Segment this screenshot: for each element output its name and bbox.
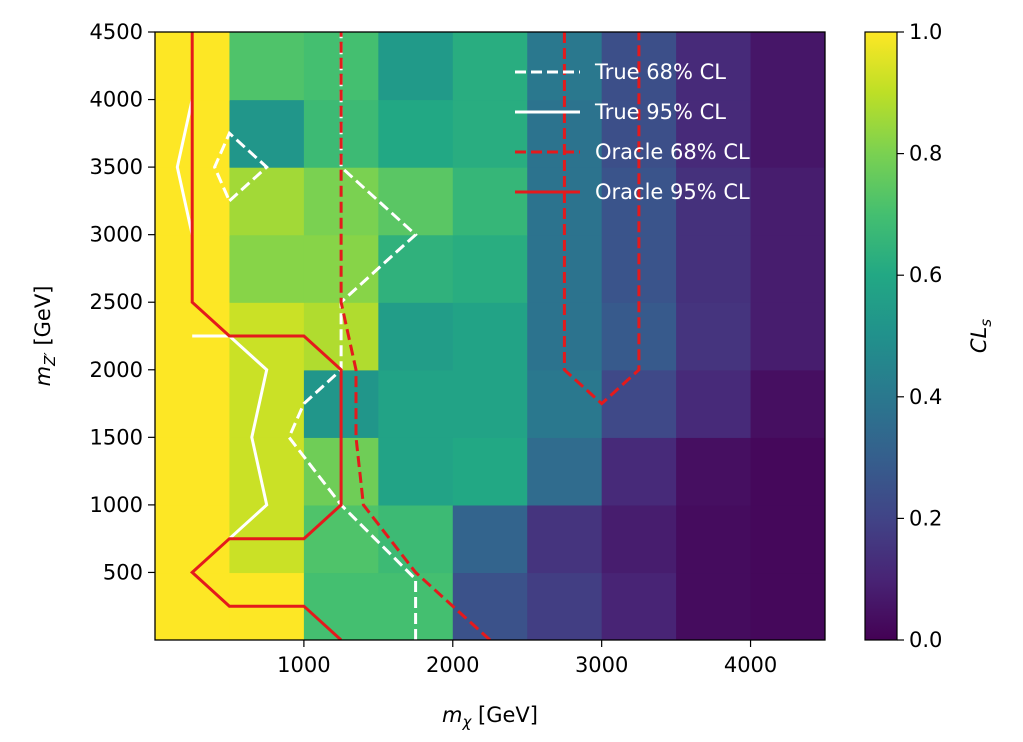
y-tick-label: 1000 xyxy=(90,493,143,517)
heatmap-cell xyxy=(676,437,752,506)
contour-line xyxy=(212,130,269,203)
heatmap-cell xyxy=(155,437,231,506)
heatmap-cell xyxy=(750,234,825,303)
heatmap-cell xyxy=(750,302,825,371)
contour-line xyxy=(339,32,492,640)
y-tick-label: 2000 xyxy=(90,358,143,382)
heatmap-cell xyxy=(378,234,454,303)
heatmap-cell xyxy=(155,572,231,640)
colorbar-tick-label: 0.6 xyxy=(909,263,942,287)
contour-line xyxy=(175,99,194,236)
legend-label: True 68% CL xyxy=(594,60,726,84)
legend-label: Oracle 95% CL xyxy=(595,180,750,204)
heatmap-cell xyxy=(378,302,454,371)
heatmap-cells xyxy=(155,32,825,640)
heatmap-cell xyxy=(527,572,603,640)
axes: 1000 2000 3000 4000 500 1000 1500 2000 2500 3000 3… xyxy=(90,20,778,677)
x-tick-label: 4000 xyxy=(724,653,777,677)
heatmap-cell xyxy=(229,99,305,168)
contour-line xyxy=(562,32,641,406)
colorbar-tick-label: 0.0 xyxy=(909,628,942,652)
heatmap-cell xyxy=(452,32,528,101)
y-tick-label: 3500 xyxy=(90,155,143,179)
heatmap-cell xyxy=(452,504,528,574)
x-tick-label: 1000 xyxy=(277,653,330,677)
heatmap-cell xyxy=(601,572,677,640)
heatmap-cell xyxy=(676,167,752,236)
heatmap-cell xyxy=(750,504,825,574)
x-axis-label: mχ [GeV] xyxy=(442,703,538,731)
y-axis-label: mZ′ [GeV] xyxy=(31,286,59,387)
heatmap-cell xyxy=(378,32,454,101)
heatmap-cell xyxy=(378,369,454,438)
legend: True 68% CL True 95% CL Oracle 68% CL Oracl… xyxy=(515,60,750,204)
heatmap-cell xyxy=(676,302,752,371)
heatmap-cell xyxy=(750,369,825,438)
contour-line xyxy=(192,334,269,540)
y-tick-label: 4000 xyxy=(90,88,143,112)
heatmap-cell xyxy=(676,99,752,168)
heatmap-cell xyxy=(676,572,752,640)
y-tick-label: 500 xyxy=(103,560,143,584)
heatmap-cell xyxy=(452,99,528,168)
heatmap-cell xyxy=(750,99,825,168)
heatmap-cell xyxy=(750,572,825,640)
heatmap-cell xyxy=(676,32,752,101)
colorbar-tick-label: 0.2 xyxy=(909,506,942,530)
heatmap-cell xyxy=(378,167,454,236)
x-tick-label: 2000 xyxy=(426,653,479,677)
heatmap-cell xyxy=(229,167,305,236)
plot-frame xyxy=(154,31,826,641)
heatmap-cell xyxy=(527,437,603,506)
colorbar xyxy=(864,31,898,641)
colorbar-ticks: 0.0 0.2 0.4 0.6 0.8 1.0 xyxy=(897,20,942,652)
y-tick-label: 2500 xyxy=(90,290,143,314)
heatmap-cell xyxy=(452,234,528,303)
heatmap-cell xyxy=(229,234,305,303)
y-tick-label: 3000 xyxy=(90,223,143,247)
colorbar-label: CLs xyxy=(967,319,995,353)
heatmap-cell xyxy=(452,369,528,438)
heatmap-cell xyxy=(303,504,379,574)
contour-line xyxy=(189,32,343,640)
heatmap-cell xyxy=(303,572,379,640)
y-tick-label: 1500 xyxy=(90,425,143,449)
heatmap-cell xyxy=(676,234,752,303)
heatmap-cell xyxy=(750,32,825,101)
contour-lines xyxy=(175,32,641,640)
heatmap-cell xyxy=(452,572,528,640)
heatmap-cell xyxy=(229,32,305,101)
heatmap-cell xyxy=(229,369,305,438)
heatmap-cell xyxy=(229,437,305,506)
heatmap-cell xyxy=(527,369,603,438)
heatmap-cell xyxy=(452,437,528,506)
heatmap-cell xyxy=(750,437,825,506)
heatmap-cell xyxy=(750,167,825,236)
heatmap-cell xyxy=(601,437,677,506)
colorbar-tick-label: 0.4 xyxy=(909,385,942,409)
legend-label: Oracle 68% CL xyxy=(595,140,750,164)
heatmap-cell xyxy=(676,369,752,438)
colorbar-tick-label: 1.0 xyxy=(909,20,942,44)
heatmap-cell xyxy=(452,302,528,371)
heatmap-cell xyxy=(155,504,231,574)
heatmap-cell xyxy=(527,504,603,574)
x-tick-label: 3000 xyxy=(575,653,628,677)
heatmap-cell xyxy=(155,369,231,438)
heatmap-cell xyxy=(378,99,454,168)
heatmap-cell xyxy=(601,504,677,574)
heatmap-cell xyxy=(676,504,752,574)
heatmap-cell xyxy=(452,167,528,236)
legend-label: True 95% CL xyxy=(594,100,726,124)
heatmap-cell xyxy=(601,369,677,438)
heatmap-cell xyxy=(378,437,454,506)
heatmap-cell xyxy=(378,504,454,574)
y-tick-label: 4500 xyxy=(90,20,143,44)
colorbar-tick-label: 0.8 xyxy=(909,142,942,166)
